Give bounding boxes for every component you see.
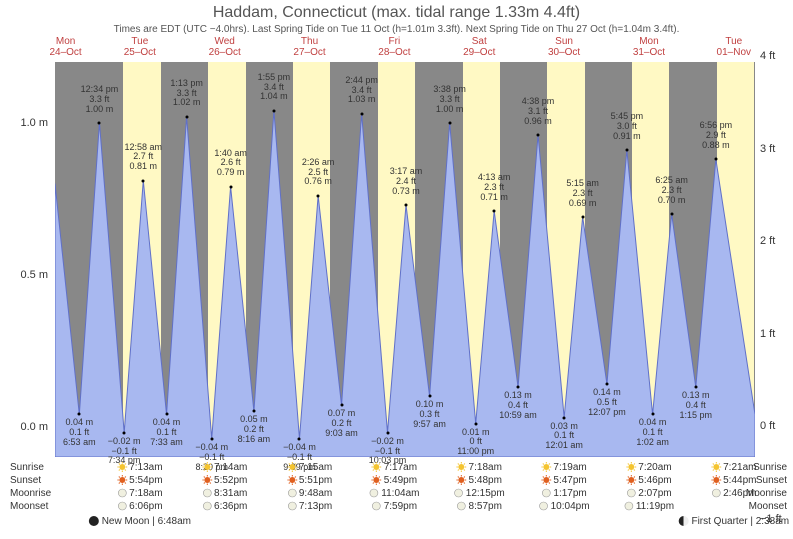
low-tide-dot <box>210 437 213 440</box>
sunset-label-left: Sunset <box>10 475 41 486</box>
y-axis-meters: 0.0 m 0.5 m 1.0 m <box>0 62 50 457</box>
sunrise-entry: 7:19am <box>541 462 586 473</box>
moonrise-label-left: Moonrise <box>10 488 51 499</box>
high-tide-dot <box>142 179 145 182</box>
sunrise-entry: 7:13am <box>117 462 162 473</box>
moonrise-entry: 12:15pm <box>454 488 505 499</box>
low-tide-dot <box>651 413 654 416</box>
date-label: Fri28–Oct <box>364 36 424 58</box>
y-tick-ft: 1 ft <box>760 328 775 340</box>
low-tide-dot <box>605 383 608 386</box>
chart-subtitle: Times are EDT (UTC −4.0hrs). Last Spring… <box>0 24 793 35</box>
moonset-entry: 6:06pm <box>117 501 162 512</box>
y-tick-m: 1.0 m <box>20 117 48 129</box>
sunrise-label-left: Sunrise <box>10 462 44 473</box>
sunrise-entry: 7:14am <box>202 462 247 473</box>
moonrise-entry: 2:07pm <box>626 488 671 499</box>
moonset-entry: 11:19pm <box>624 501 674 512</box>
moonset-label-right: Moonset <box>749 501 787 512</box>
y-tick-ft: 0 ft <box>760 420 775 432</box>
sunrise-entry: 7:15am <box>287 462 332 473</box>
low-tide-dot <box>517 386 520 389</box>
tide-chart: Haddam, Connecticut (max. tidal range 1.… <box>0 0 793 539</box>
date-label: Sun30–Oct <box>534 36 594 58</box>
chart-title: Haddam, Connecticut (max. tidal range 1.… <box>0 4 793 22</box>
tide-area <box>55 111 755 457</box>
moonset-label-left: Moonset <box>10 501 48 512</box>
low-tide-dot <box>123 431 126 434</box>
sunrise-entry: 7:20am <box>626 462 671 473</box>
y-axis-feet: −1 ft0 ft1 ft2 ft3 ft4 ft <box>758 62 793 457</box>
y-tick-ft: 2 ft <box>760 235 775 247</box>
high-tide-dot <box>448 121 451 124</box>
moonrise-entry: 11:04am <box>369 488 419 499</box>
low-tide-dot <box>563 416 566 419</box>
sunset-entry: 5:48pm <box>457 475 502 486</box>
high-tide-dot <box>272 109 275 112</box>
low-tide-dot <box>386 431 389 434</box>
date-label: Mon31–Oct <box>619 36 679 58</box>
sunset-entry: 5:51pm <box>287 475 332 486</box>
low-tide-dot <box>340 404 343 407</box>
low-tide-dot <box>428 395 431 398</box>
sunset-entry: 5:44pm <box>711 475 756 486</box>
y-tick-m: 0.0 m <box>20 421 48 433</box>
y-tick-m: 0.5 m <box>20 269 48 281</box>
date-label: Mon24–Oct <box>36 36 96 58</box>
sunset-entry: 5:52pm <box>202 475 247 486</box>
moonset-entry: 7:13pm <box>287 501 332 512</box>
date-label: Thu27–Oct <box>280 36 340 58</box>
high-tide-dot <box>670 212 673 215</box>
high-tide-dot <box>493 209 496 212</box>
high-tide-dot <box>360 112 363 115</box>
date-label: Wed26–Oct <box>195 36 255 58</box>
sunset-entry: 5:46pm <box>626 475 671 486</box>
sunrise-entry: 7:18am <box>457 462 502 473</box>
moonrise-entry: 1:17pm <box>541 488 586 499</box>
moonrise-entry: 8:31am <box>202 488 247 499</box>
moonrise-entry: 7:18am <box>117 488 162 499</box>
sunset-entry: 5:47pm <box>541 475 586 486</box>
sunset-entry: 5:54pm <box>117 475 162 486</box>
date-label: Tue25–Oct <box>110 36 170 58</box>
low-tide-dot <box>474 422 477 425</box>
moonrise-entry: 2:46pm <box>711 488 756 499</box>
moonrise-entry: 9:48am <box>287 488 332 499</box>
low-tide-dot <box>694 386 697 389</box>
high-tide-dot <box>229 185 232 188</box>
sunset-label-right: Sunset <box>756 475 787 486</box>
high-tide-dot <box>625 149 628 152</box>
high-tide-dot <box>404 203 407 206</box>
y-tick-ft: 4 ft <box>760 50 775 62</box>
plot-area: 0.04 m0.1 ft6:53 am12:34 pm3.3 ft1.00 m−… <box>55 62 755 457</box>
low-tide-dot <box>298 437 301 440</box>
high-tide-dot <box>714 158 717 161</box>
high-tide-dot <box>98 121 101 124</box>
high-tide-dot <box>317 194 320 197</box>
moonset-entry: 10:04pm <box>539 501 590 512</box>
moonset-entry: 7:59pm <box>372 501 417 512</box>
moon-phase: First Quarter | 2:38am <box>678 516 789 527</box>
date-label: Tue01–Nov <box>704 36 764 58</box>
tide-wave <box>55 62 755 457</box>
high-tide-dot <box>581 215 584 218</box>
high-tide-dot <box>185 115 188 118</box>
y-tick-ft: 3 ft <box>760 143 775 155</box>
date-label: Sat29–Oct <box>449 36 509 58</box>
moon-phase: New Moon | 6:48am <box>89 516 191 527</box>
sunset-entry: 5:49pm <box>372 475 417 486</box>
sunrise-entry: 7:21am <box>711 462 756 473</box>
sunrise-label-right: Sunrise <box>753 462 787 473</box>
low-tide-dot <box>78 413 81 416</box>
low-tide-dot <box>165 413 168 416</box>
sunrise-entry: 7:17am <box>372 462 417 473</box>
low-tide-dot <box>252 410 255 413</box>
high-tide-dot <box>537 133 540 136</box>
moonset-entry: 8:57pm <box>457 501 502 512</box>
moonset-entry: 6:36pm <box>202 501 247 512</box>
